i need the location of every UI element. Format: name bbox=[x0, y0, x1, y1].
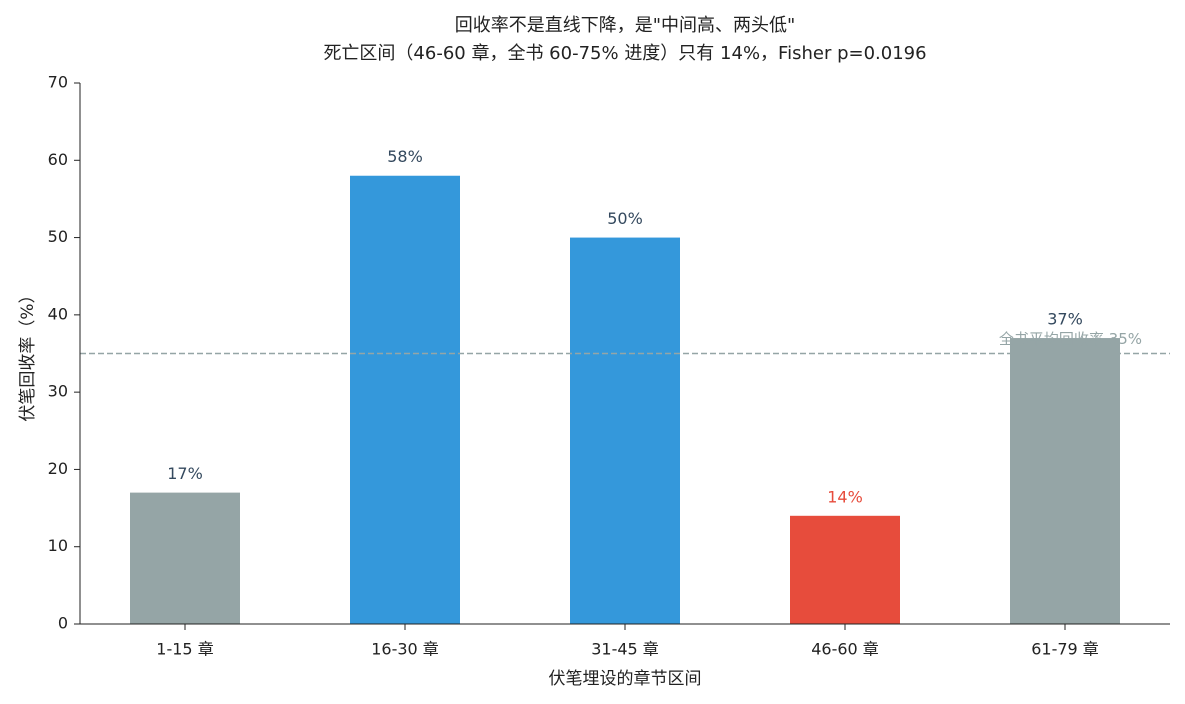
x-axis-label: 伏笔埋设的章节区间 bbox=[549, 669, 702, 689]
x-tick-label: 1-15 章 bbox=[156, 640, 213, 659]
y-tick-label: 0 bbox=[58, 614, 68, 633]
bar bbox=[790, 515, 900, 624]
value-label: 37% bbox=[1047, 310, 1083, 329]
bar bbox=[130, 492, 240, 624]
bar bbox=[1010, 338, 1120, 624]
reference-label: 全书平均回收率 35% bbox=[999, 330, 1142, 348]
y-tick-label: 40 bbox=[48, 304, 68, 323]
value-label: 58% bbox=[387, 147, 423, 166]
x-tick-label: 16-30 章 bbox=[371, 640, 439, 659]
bar bbox=[570, 237, 680, 625]
chart-title: 回收率不是直线下降，是"中间高、两头低" bbox=[455, 15, 796, 36]
y-tick-label: 30 bbox=[48, 382, 68, 401]
y-tick-label: 50 bbox=[48, 227, 68, 246]
y-tick-label: 60 bbox=[48, 150, 68, 169]
y-tick-label: 20 bbox=[48, 459, 68, 478]
value-label: 50% bbox=[607, 209, 643, 228]
value-label: 14% bbox=[827, 487, 863, 506]
chart-subtitle: 死亡区间（46-60 章，全书 60-75% 进度）只有 14%，Fisher … bbox=[323, 43, 926, 64]
x-tick-label: 61-79 章 bbox=[1031, 640, 1099, 659]
y-axis-label: 伏笔回收率（%） bbox=[18, 286, 38, 421]
x-tick-label: 31-45 章 bbox=[591, 640, 659, 659]
bar bbox=[350, 175, 460, 624]
x-tick-label: 46-60 章 bbox=[811, 640, 879, 659]
value-label: 17% bbox=[167, 464, 203, 483]
y-tick-label: 70 bbox=[48, 73, 68, 92]
y-tick-label: 10 bbox=[48, 536, 68, 555]
